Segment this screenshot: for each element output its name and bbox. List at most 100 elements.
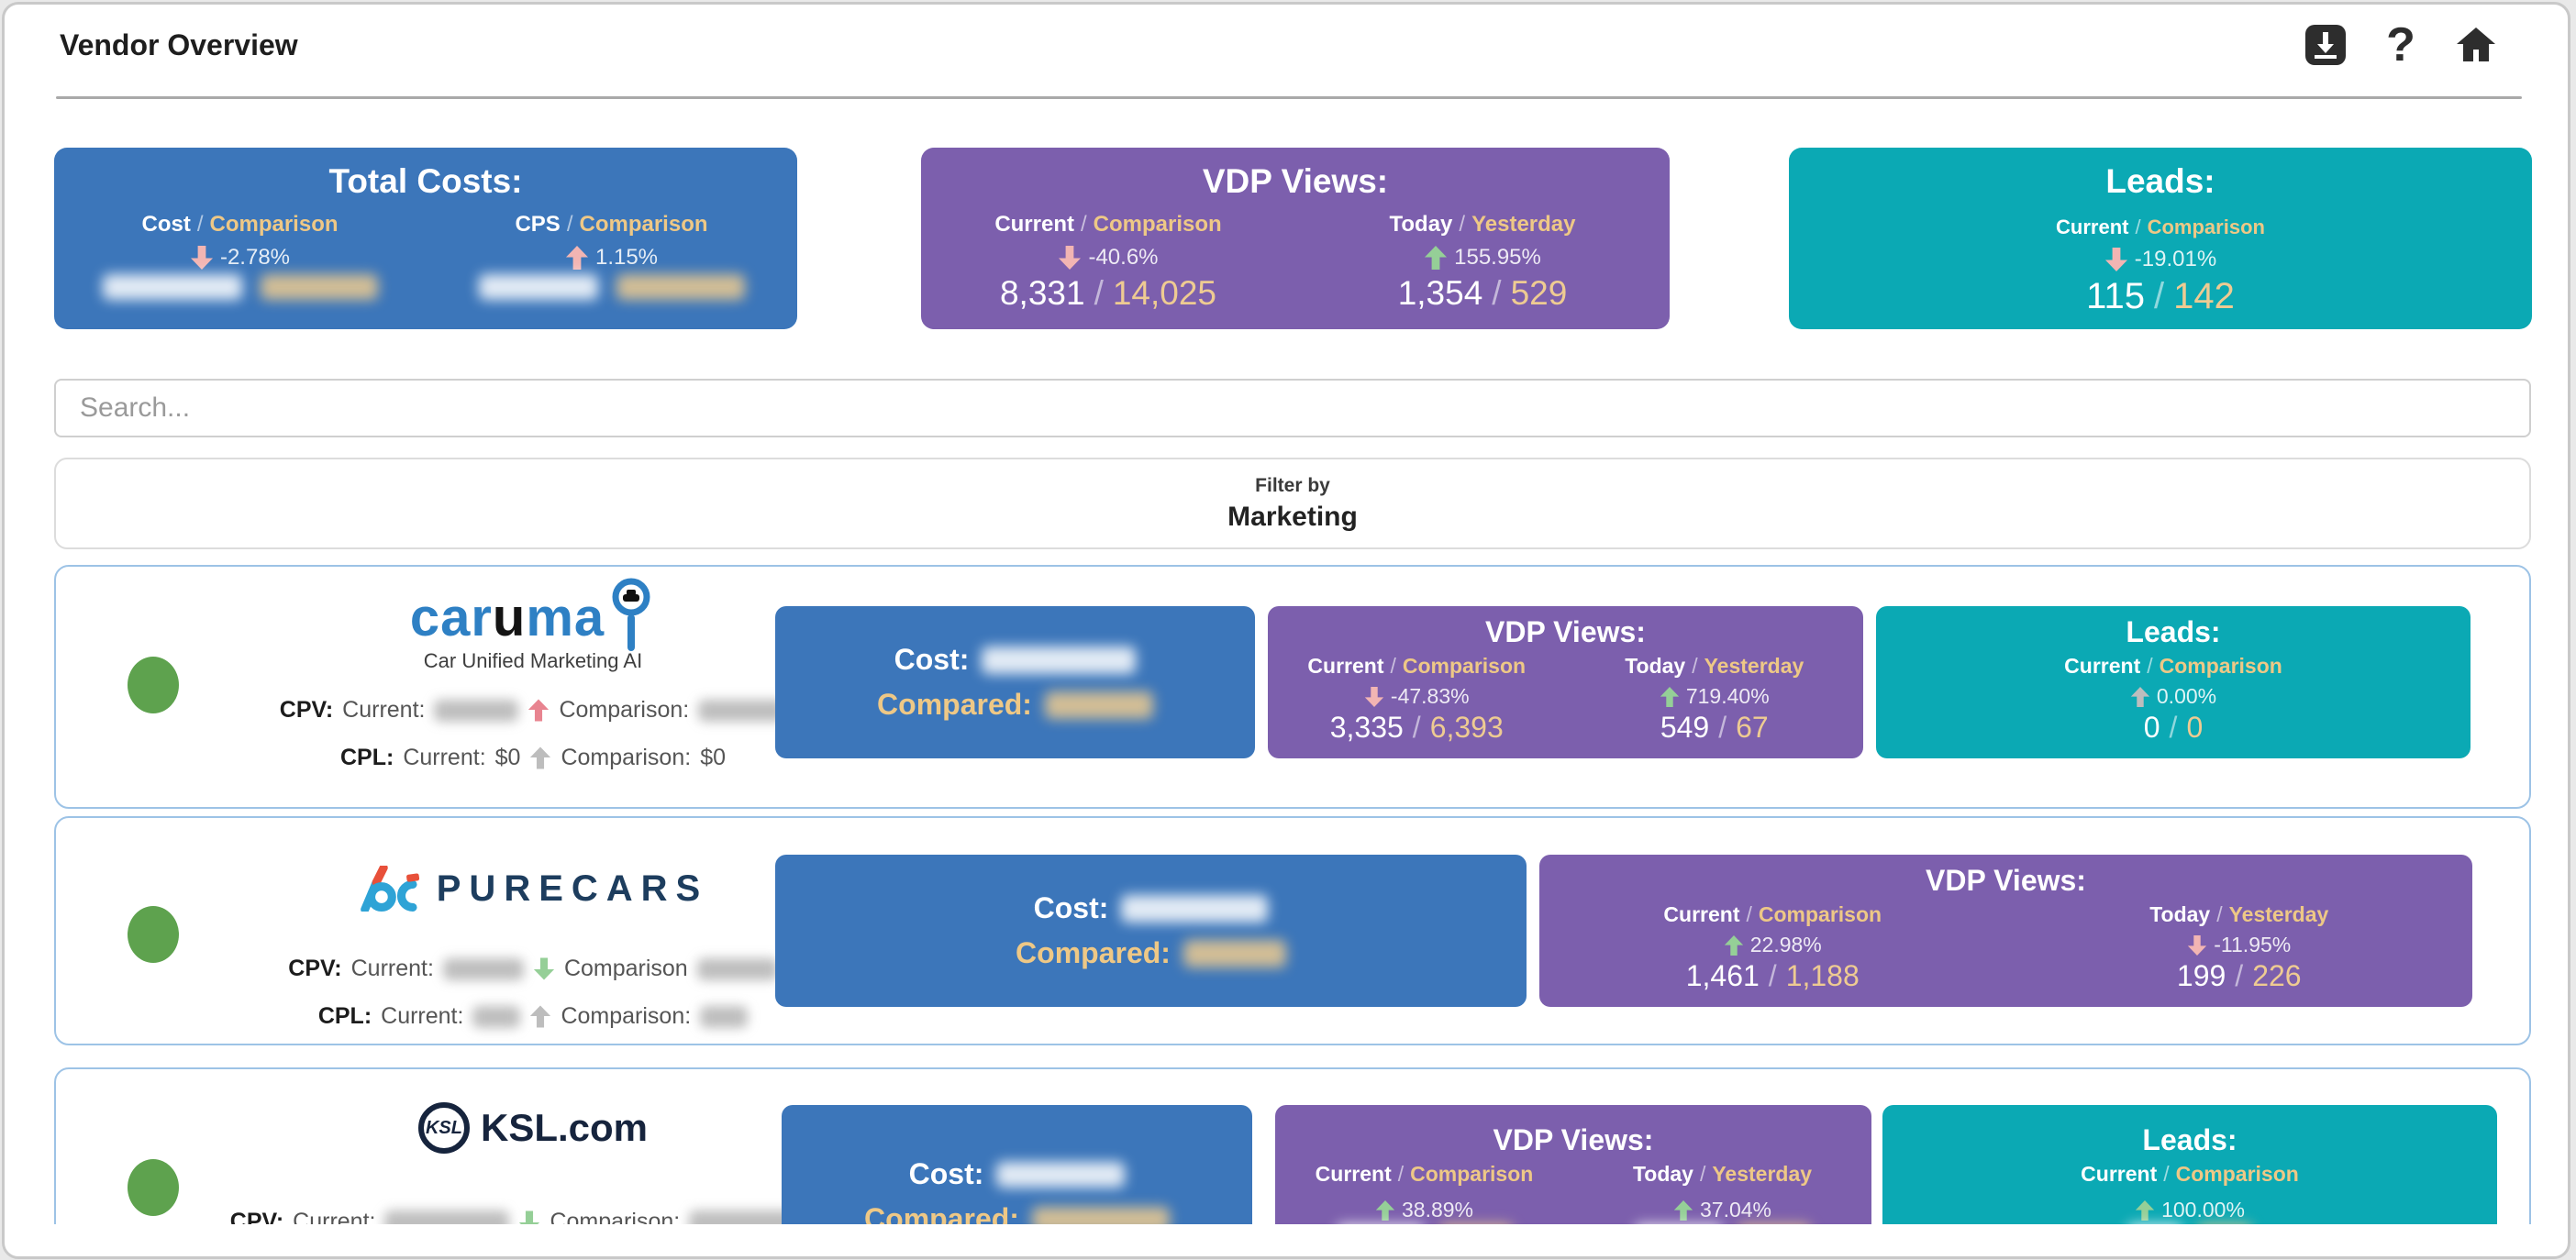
value-comparison: 0 <box>2186 711 2204 744</box>
total-costs-card: Total Costs: Cost / Comparison -2.78% CPS /… <box>54 148 797 329</box>
status-indicator <box>128 906 179 963</box>
metric-label-primary: CPS <box>515 212 561 237</box>
magnifier-car-icon <box>612 578 650 651</box>
trend-percent: -2.78% <box>219 245 291 270</box>
stat-key: CPV: <box>288 956 342 981</box>
trend-percent: -11.95% <box>2214 933 2292 956</box>
logo-text: car <box>409 588 493 647</box>
slash-separator: / <box>1397 1162 1405 1186</box>
cpv-stat: CPV: Current: Comparison: <box>203 697 863 724</box>
cpv-stat: CPV: Current: Comparison: <box>203 1209 863 1224</box>
stat-key: CPV: <box>279 697 334 723</box>
metric-today-yesterday: Today / Yesterday -11.95% 199/226 <box>2006 902 2473 993</box>
slash-separator: / <box>1692 654 1698 678</box>
trend-arrow-icon <box>529 1004 551 1029</box>
stat-current-label: Current: <box>350 956 434 981</box>
slash-separator: / <box>1390 654 1396 678</box>
metric-label-secondary: Comparison <box>579 212 708 237</box>
metric-label-primary: Current <box>2056 216 2129 238</box>
page-content: Vendor Overview ? Total Costs: Cost / Comp… <box>5 5 2568 1224</box>
redacted-value <box>478 274 598 300</box>
trend-arrow-icon <box>190 246 214 270</box>
metric-today-yesterday: Today / Yesterday 719.40% 549/67 <box>1566 654 1864 745</box>
metric-label-secondary: Comparison <box>1093 212 1222 237</box>
help-icon[interactable]: ? <box>2386 18 2415 72</box>
metric-label-secondary: Yesterday <box>2228 902 2329 926</box>
metric-label-primary: Today <box>1389 212 1453 237</box>
status-indicator <box>128 657 179 713</box>
redacted-value <box>982 646 1137 674</box>
redacted-value <box>1121 894 1269 923</box>
home-icon[interactable] <box>2454 23 2498 67</box>
metric-label-secondary: Comparison <box>1410 1162 1534 1186</box>
download-icon[interactable] <box>2304 23 2348 67</box>
metric-label-primary: Current <box>2081 1162 2158 1186</box>
filter-value: Marketing <box>1227 501 1358 532</box>
filter-panel[interactable]: Filter by Marketing <box>54 458 2531 549</box>
cost-label: Cost: <box>1033 891 1109 924</box>
vdp-views-card: VDP Views: Current / Comparison -40.6% 8,3… <box>921 148 1670 329</box>
vendor-cost-card: Cost: Compared: <box>775 606 1255 758</box>
vendor-name: KSL.com <box>480 1106 649 1149</box>
redacted-value <box>696 957 778 980</box>
stat-key: CPV: <box>229 1209 284 1224</box>
metric-today-yesterday: Today / Yesterday 37.04% <box>1573 1162 1871 1224</box>
trend-arrow-icon <box>518 1210 540 1224</box>
slash-separator: / <box>2163 1162 2170 1186</box>
metric-current-comparison: Current / Comparison 22.98% 1,461/1,188 <box>1539 902 2006 993</box>
stat-key: CPL: <box>317 1003 372 1029</box>
slash-separator: / <box>196 212 204 237</box>
metric-label-secondary: Yesterday <box>1471 212 1576 237</box>
trend-arrow-icon <box>1660 686 1680 707</box>
trend-arrow-icon <box>527 698 550 723</box>
cpv-stat: CPV: Current: Comparison <box>203 956 863 982</box>
logo-text: ma <box>526 588 605 647</box>
value-current: 0 <box>2143 711 2160 744</box>
cpl-stat: CPL: Current: Comparison: <box>203 1003 863 1030</box>
redacted-value <box>472 1005 521 1028</box>
search-input[interactable] <box>54 379 2531 437</box>
value-yesterday: 226 <box>2252 959 2302 992</box>
metric-label-primary: Current <box>1315 1162 1392 1186</box>
slash-separator: / <box>566 212 573 237</box>
redacted-value <box>384 1210 510 1224</box>
redacted-value <box>996 1161 1126 1188</box>
metric-label-secondary: Yesterday <box>1712 1162 1813 1186</box>
slash-separator: / <box>1768 959 1777 992</box>
vendor-logo-carumai: car u ma Car Unified Marketing AI <box>276 578 790 673</box>
trend-percent: 38.89% <box>1401 1198 1473 1221</box>
slash-separator: / <box>1094 274 1104 312</box>
cost-label: Cost: <box>908 1157 984 1190</box>
leads-card: Leads: Current / Comparison -19.01% 115/14… <box>1789 148 2532 329</box>
vendor-vdp-card: VDP Views: Current / Comparison -47.83% 3,… <box>1268 606 1863 758</box>
redacted-value <box>700 1005 749 1028</box>
slash-separator: / <box>2169 711 2178 744</box>
trend-arrow-icon <box>2135 1199 2155 1221</box>
trend-percent: -47.83% <box>1390 684 1470 708</box>
trend-percent: 0.00% <box>2156 684 2217 708</box>
ksl-badge-icon: KSL <box>417 1102 470 1154</box>
card-title: Total Costs: <box>328 162 523 200</box>
card-title: Leads: <box>2126 615 2221 648</box>
metric-cost-comparison: Cost / Comparison -2.78% <box>54 212 426 300</box>
redacted-value <box>442 957 524 980</box>
redacted-value <box>698 699 787 722</box>
metric-label-primary: Current <box>994 212 1074 237</box>
card-title: VDP Views: <box>1202 162 1389 200</box>
value-current: 115 <box>2086 276 2145 316</box>
vendor-row-purecars: PURECARS CPV: Current: Comparison CPL: C… <box>54 816 2531 1045</box>
slash-separator: / <box>1718 711 1727 744</box>
compared-label: Compared: <box>1016 936 1171 969</box>
stat-comparison-label: Comparison: <box>561 745 692 770</box>
value-comparison: 6,393 <box>1429 711 1504 744</box>
trend-arrow-icon <box>1424 246 1448 270</box>
trend-arrow-icon <box>1724 934 1744 956</box>
card-title: Leads: <box>2105 162 2215 200</box>
redacted-value <box>434 699 519 722</box>
trend-percent: 1.15% <box>594 245 659 270</box>
metric-label-secondary: Yesterday <box>1704 654 1804 678</box>
stat-key: CPL: <box>340 745 394 770</box>
compared-label: Compared: <box>864 1202 1019 1224</box>
trend-arrow-icon <box>529 746 551 770</box>
vendor-logo-ksl: KSL KSL.com <box>276 1102 790 1154</box>
